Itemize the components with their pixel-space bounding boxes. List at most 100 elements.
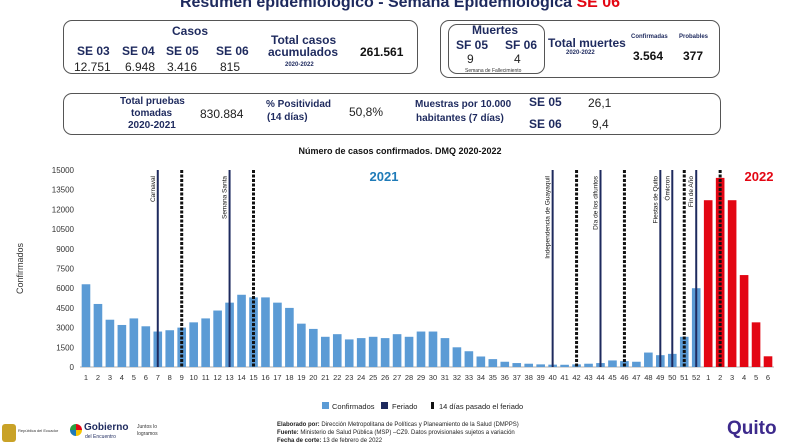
- legend-swatch-confirmados: [322, 402, 329, 409]
- footer-fuente: Fuente: Ministerio de Salud Pública (MSP…: [277, 430, 515, 436]
- x-tick-label: 26: [381, 373, 389, 382]
- bar: [440, 338, 450, 367]
- probables-value: 377: [683, 49, 704, 63]
- bar: [560, 364, 569, 367]
- x-tick-label: 23: [345, 373, 353, 382]
- y-tick-label: 4500: [56, 304, 74, 313]
- bar: [512, 363, 522, 367]
- gobierno-logo-sub: del Encuentro: [85, 434, 116, 440]
- y-tick-label: 7500: [56, 265, 74, 274]
- casos-total-label: Total casos: [271, 33, 337, 47]
- bar: [380, 338, 390, 367]
- pruebas-value: 830.884: [200, 107, 244, 121]
- positividad-label: (14 días): [267, 112, 308, 123]
- feriado-label: Ómicron: [662, 176, 671, 201]
- legend-swatch-feriado: [381, 402, 388, 409]
- bar: [428, 331, 438, 367]
- bar: [81, 284, 91, 367]
- bar: [368, 336, 378, 367]
- pruebas-period: 2020-2021: [128, 120, 176, 131]
- bar: [320, 336, 330, 367]
- x-tick-label: 33: [465, 373, 473, 382]
- se05-value: 26,1: [588, 96, 612, 110]
- x-tick-label: 10: [190, 373, 198, 382]
- muertes-total-period: 2020-2022: [566, 50, 595, 56]
- bar: [644, 352, 653, 367]
- bar: [632, 361, 641, 367]
- bar: [201, 318, 210, 367]
- bar: [727, 200, 737, 367]
- chart-title: Número de casos confirmados. DMQ 2020-20…: [298, 146, 502, 156]
- x-tick-label: 4: [120, 373, 124, 382]
- casos-week-label: SE 06: [216, 44, 249, 58]
- muertes-week-label: SF 05: [456, 38, 489, 52]
- x-tick-label: 47: [632, 373, 640, 382]
- x-tick-label: 31: [441, 373, 449, 382]
- casos-box: [63, 20, 418, 74]
- x-tick-label: 9: [180, 373, 184, 382]
- casos-week-label: SE 03: [77, 44, 110, 58]
- muertes-week-value: 4: [514, 52, 521, 66]
- bar: [739, 275, 749, 367]
- casos-total-value: 261.561: [360, 45, 404, 59]
- x-tick-label: 44: [596, 373, 604, 382]
- bar: [93, 303, 103, 367]
- bar: [356, 338, 366, 367]
- bar: [273, 302, 282, 367]
- bar: [261, 297, 270, 367]
- y-tick-label: 6000: [56, 284, 74, 293]
- x-tick-label: 43: [584, 373, 592, 382]
- gobierno-logo-icon: [70, 424, 82, 436]
- positividad-label: % Positividad: [266, 99, 332, 110]
- feriado-label: Día de los difuntos: [593, 175, 600, 230]
- se06-value: 9,4: [592, 117, 609, 131]
- cases-chart: 0 1500 3000 4500 6000 7500 9000 10500 12000 13500…: [15, 166, 774, 411]
- bar: [584, 363, 593, 367]
- y-tick-label: 9000: [56, 245, 74, 254]
- footer-elaborado: Elaborado por: Dirección Metropolitana d…: [277, 422, 519, 428]
- year-label-2022: 2022: [745, 169, 774, 184]
- pruebas-box: [63, 93, 721, 135]
- y-tick-label: 12000: [52, 205, 75, 214]
- pruebas-label: Total pruebas: [120, 96, 185, 107]
- x-tick-label: 49: [656, 373, 664, 382]
- x-tick-label: 19: [297, 373, 305, 382]
- muestras-label: habitantes (7 días): [416, 113, 504, 124]
- x-tick-label: 4: [742, 373, 746, 382]
- bar: [285, 307, 294, 367]
- legend-label: Confirmados: [332, 402, 375, 411]
- year-label-2021: 2021: [370, 169, 399, 184]
- bar: [500, 361, 510, 367]
- y-tick-label: 3000: [56, 324, 74, 333]
- bar: [608, 360, 617, 367]
- x-tick-label: 45: [608, 373, 616, 382]
- bar: [117, 324, 127, 367]
- x-tick-label: 5: [754, 373, 758, 382]
- y-tick-label: 0: [70, 363, 75, 372]
- positividad-value: 50,8%: [349, 105, 384, 119]
- feriado-label: Semana Santa: [222, 176, 229, 219]
- bar: [141, 326, 151, 367]
- muertes-inner-box: [448, 24, 545, 74]
- x-tick-label: 30: [429, 373, 437, 382]
- bar: [416, 331, 426, 367]
- feriado-label: Independencia de Guayaquil: [545, 175, 552, 258]
- x-tick-label: 48: [644, 373, 652, 382]
- ecuador-logo-text: República del Ecuador: [18, 428, 59, 433]
- x-tick-label: 32: [453, 373, 461, 382]
- gobierno-logo-text: Gobierno: [84, 422, 129, 433]
- x-tick-label: 16: [261, 373, 269, 382]
- confirmadas-label: Confirmadas: [631, 34, 668, 40]
- bar: [332, 334, 342, 367]
- bar: [524, 363, 534, 367]
- feriado-label: Carnaval: [150, 175, 157, 202]
- y-tick-label: 1500: [56, 343, 74, 352]
- x-tick-label: 11: [202, 373, 210, 382]
- ecuador-logo: [2, 424, 16, 442]
- muertes-note: Semana de Fallecimiento: [465, 68, 522, 74]
- x-tick-label: 2: [96, 373, 100, 382]
- bar: [536, 364, 545, 367]
- bar: [309, 328, 318, 367]
- casos-header: Casos: [172, 24, 209, 38]
- x-tick-label: 3: [730, 373, 734, 382]
